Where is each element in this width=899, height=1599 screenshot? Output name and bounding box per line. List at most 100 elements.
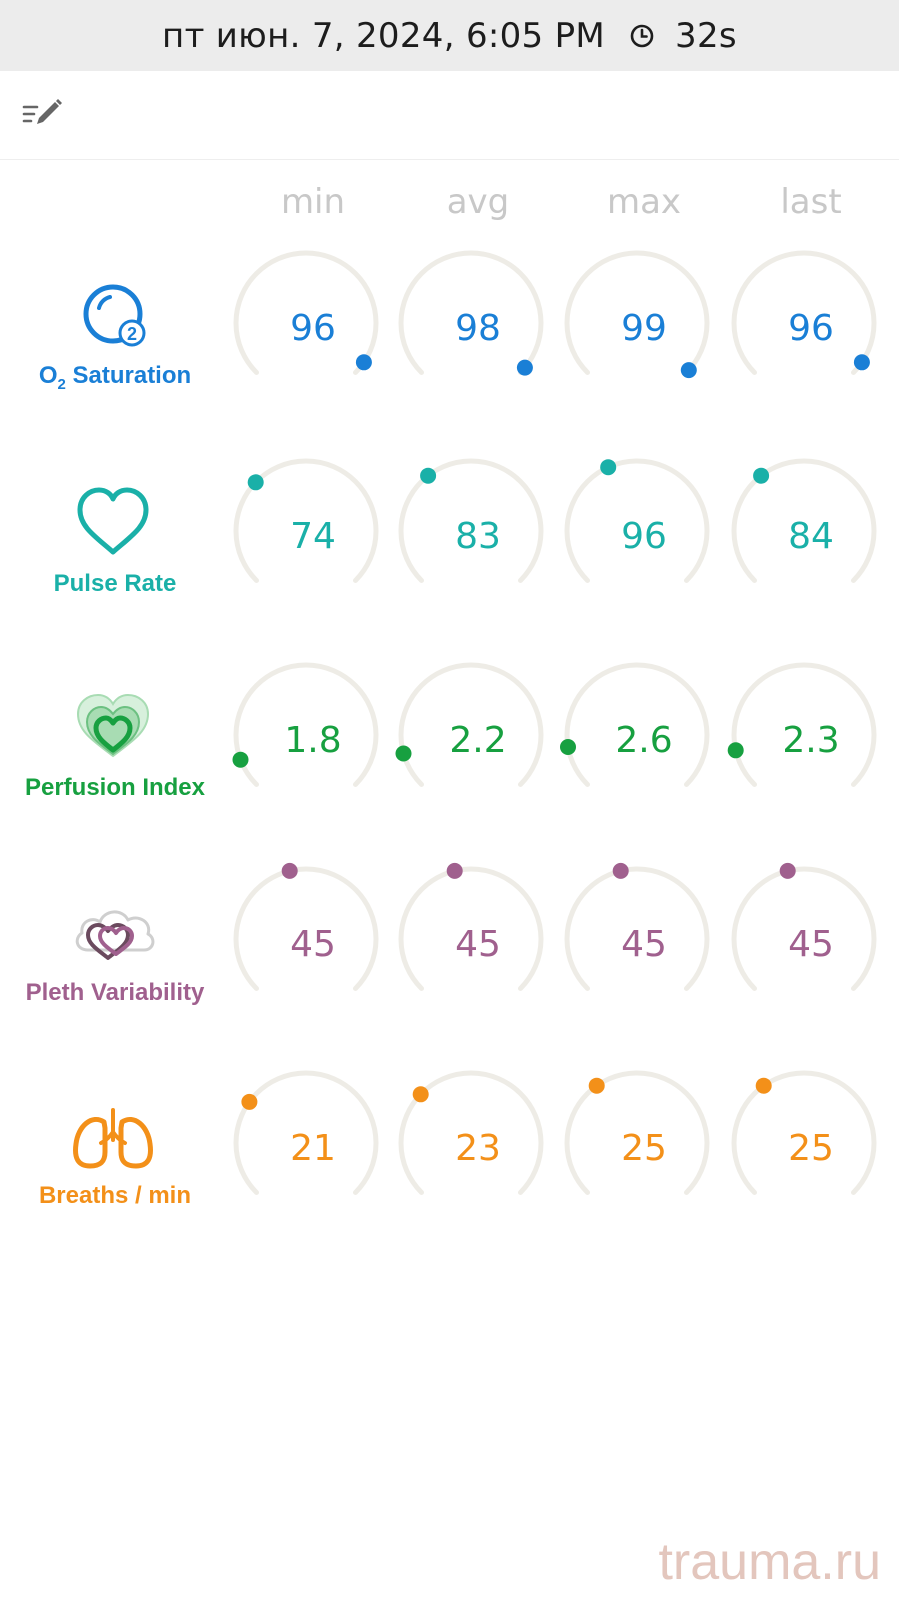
gauge-value: 96 (788, 307, 834, 349)
status-bar: пт июн. 7, 2024, 6:05 PM 32s (0, 0, 899, 71)
gauge-track (233, 1070, 379, 1195)
gauge-breaths-min: 21 (233, 1068, 393, 1228)
gauge-value: 96 (290, 307, 336, 349)
watermark: trauma.ru (658, 1533, 881, 1591)
gauge-indicator-dot (241, 1093, 258, 1110)
gauge-breaths-last: 25 (731, 1068, 891, 1228)
o2-bubble-icon: 2 (68, 278, 158, 358)
gauge-track (564, 1070, 710, 1195)
datetime-text: пт июн. 7, 2024, 6:05 PM (162, 15, 606, 56)
gauge-track (398, 662, 544, 787)
gauge-track (233, 458, 379, 583)
gauge-value: 45 (290, 923, 336, 965)
heart-outline-icon (68, 484, 158, 564)
gauge-perfusion-max: 2.6 (560, 660, 724, 820)
gauge-o2-last: 96 (731, 248, 891, 408)
gauge-o2-min: 96 (233, 248, 393, 408)
gauge-pleth-avg: 45 (398, 862, 558, 1024)
gauge-indicator-dot (727, 742, 744, 759)
column-header-max: max (606, 182, 682, 222)
gauge-track (731, 1070, 877, 1195)
gauge-pulse-min: 74 (233, 456, 393, 616)
gauge-indicator-dot (355, 354, 372, 371)
gauge-track (398, 250, 544, 375)
gauge-value: 1.8 (284, 719, 342, 761)
edit-list-icon (22, 99, 62, 124)
elapsed-time: 32s (675, 15, 737, 56)
gauge-indicator-dot (753, 467, 770, 484)
gauge-indicator-dot (281, 862, 298, 879)
gauge-breaths-max: 25 (564, 1068, 724, 1228)
gauge-indicator-dot (853, 354, 870, 371)
gauge-value: 74 (290, 515, 336, 557)
column-header-last: last (780, 182, 842, 222)
gauge-track (731, 866, 877, 991)
gauge-value: 25 (621, 1127, 667, 1169)
gauge-track (398, 1070, 544, 1195)
gauge-value: 21 (290, 1127, 336, 1169)
gauge-indicator-dot (395, 745, 412, 762)
gauge-perfusion-avg: 2.2 (395, 660, 558, 820)
gauge-o2-max: 99 (564, 248, 724, 408)
clock-icon (629, 23, 655, 49)
gauge-indicator-dot (560, 739, 576, 755)
gauge-pleth-max: 45 (564, 862, 724, 1024)
gauge-value: 25 (788, 1127, 834, 1169)
gauge-value: 99 (621, 307, 667, 349)
hearts-cloud-icon (68, 898, 158, 978)
gauge-perfusion-last: 2.3 (727, 660, 891, 820)
pulse-rate-label: Pulse Rate (53, 570, 177, 597)
gauge-track (564, 458, 710, 583)
gauge-track (564, 866, 710, 991)
gauge-value: 96 (621, 515, 667, 557)
gauge-indicator-dot (680, 362, 697, 379)
pleth-variability-label: Pleth Variability (25, 979, 205, 1006)
gauge-indicator-dot (247, 474, 264, 491)
gauge-track (233, 866, 379, 991)
gauge-pulse-max: 96 (564, 456, 724, 616)
gauge-breaths-avg: 23 (398, 1068, 558, 1228)
toolbar (0, 71, 899, 160)
gauge-track (233, 662, 379, 787)
gauge-value: 2.3 (782, 719, 840, 761)
gauge-pulse-last: 84 (731, 456, 891, 616)
perfusion-index-label: Perfusion Index (24, 774, 206, 801)
gauge-track (233, 250, 379, 375)
gauge-indicator-dot (420, 467, 437, 484)
gauge-indicator-dot (232, 751, 249, 768)
gauge-track (731, 662, 877, 787)
gauge-indicator-dot (516, 359, 533, 376)
edit-list-button[interactable] (20, 93, 70, 133)
gauge-pulse-avg: 83 (398, 456, 558, 616)
gauge-track (731, 250, 877, 375)
gauge-value: 2.2 (449, 719, 507, 761)
gauge-value: 2.6 (615, 719, 673, 761)
gauge-track (564, 250, 710, 375)
column-header-min: min (280, 182, 346, 222)
gauge-pleth-min: 45 (233, 862, 393, 1024)
gauge-value: 83 (455, 515, 501, 557)
gauge-track (398, 458, 544, 583)
gauge-indicator-dot (588, 1077, 605, 1094)
gauge-indicator-dot (412, 1086, 429, 1103)
gauge-perfusion-min: 1.8 (232, 660, 393, 820)
gauge-indicator-dot (612, 862, 629, 879)
gauge-pleth-last: 45 (731, 862, 891, 1024)
lungs-icon (68, 1106, 158, 1186)
gauge-track (731, 458, 877, 583)
gauge-track (398, 866, 544, 991)
gauge-value: 45 (455, 923, 501, 965)
gauge-o2-avg: 98 (398, 248, 558, 408)
layered-hearts-icon (68, 690, 158, 770)
gauge-value: 98 (455, 307, 501, 349)
gauge-indicator-dot (755, 1077, 772, 1094)
o2-saturation-label: O2 Saturation (38, 362, 192, 393)
column-header-avg: avg (446, 182, 510, 222)
gauge-value: 45 (788, 923, 834, 965)
gauge-value: 23 (455, 1127, 501, 1169)
svg-text:2: 2 (127, 324, 137, 344)
gauge-value: 45 (621, 923, 667, 965)
gauge-indicator-dot (600, 459, 617, 476)
gauge-indicator-dot (446, 862, 463, 879)
breaths-per-min-label: Breaths / min (38, 1182, 192, 1209)
